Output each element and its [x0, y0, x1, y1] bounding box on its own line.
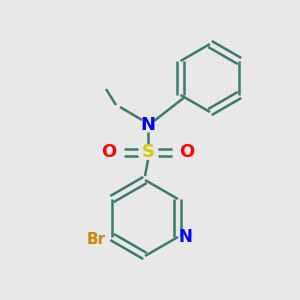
- Text: N: N: [140, 116, 155, 134]
- Text: Br: Br: [86, 232, 106, 247]
- Text: O: O: [101, 143, 117, 161]
- Text: O: O: [179, 143, 195, 161]
- Text: S: S: [142, 143, 154, 161]
- Text: N: N: [179, 228, 193, 246]
